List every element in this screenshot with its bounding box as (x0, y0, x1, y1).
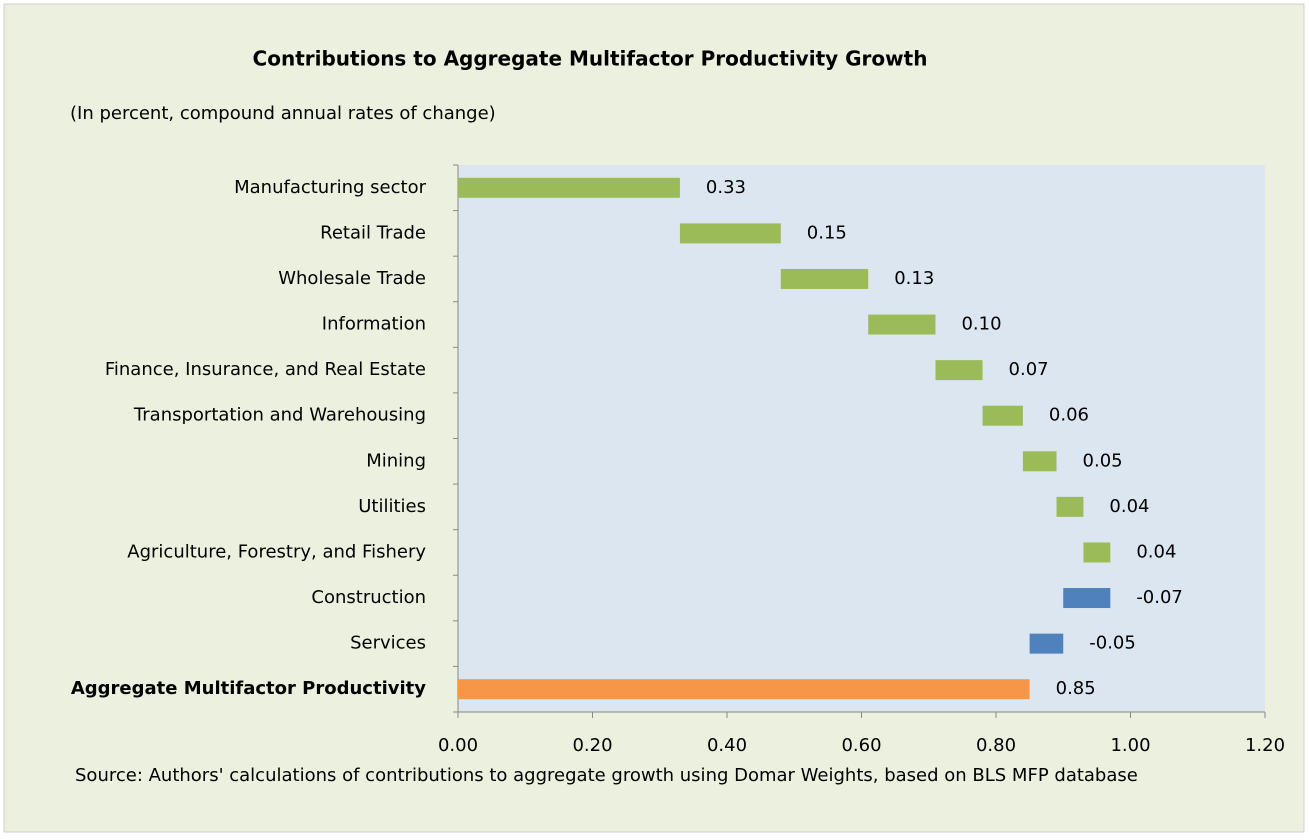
data-label: 0.07 (1009, 359, 1049, 380)
data-label: 0.13 (894, 268, 934, 289)
y-tick-label: Wholesale Trade (278, 268, 426, 289)
y-tick-label: Construction (311, 587, 426, 608)
data-label: 0.85 (1056, 678, 1096, 699)
x-tick-label: 0.20 (572, 735, 612, 756)
y-tick-label: Transportation and Warehousing (133, 405, 426, 426)
x-tick-label: 0.40 (707, 735, 747, 756)
bar (982, 405, 1023, 426)
subtitle: (In percent, compound annual rates of ch… (70, 103, 496, 124)
y-tick-label: Services (350, 633, 426, 654)
data-label: 0.33 (706, 177, 746, 198)
bar (780, 268, 869, 289)
y-tick-label: Agriculture, Forestry, and Fishery (127, 541, 426, 562)
x-tick-label: 0.00 (438, 735, 478, 756)
source-note: Source: Authors' calculations of contrib… (75, 765, 1138, 786)
chart-title: Contributions to Aggregate Multifactor P… (253, 47, 928, 71)
x-tick-label: 1.20 (1245, 735, 1285, 756)
bar (458, 177, 680, 198)
y-tick-label: Information (322, 314, 426, 335)
bar (1029, 633, 1064, 654)
bar (679, 223, 781, 244)
y-tick-label: Aggregate Multifactor Productivity (71, 678, 426, 699)
bar (1063, 588, 1111, 609)
y-tick-label: Retail Trade (320, 222, 426, 243)
y-tick-label: Finance, Insurance, and Real Estate (105, 359, 426, 380)
data-label: 0.04 (1136, 541, 1176, 562)
y-tick-label: Mining (366, 450, 426, 471)
x-tick-label: 0.60 (841, 735, 881, 756)
data-label: -0.07 (1136, 587, 1183, 608)
data-label: -0.05 (1089, 633, 1136, 654)
total-bar (458, 679, 1030, 700)
bar (1022, 451, 1057, 472)
data-label: 0.10 (961, 314, 1001, 335)
x-tick-label: 0.80 (976, 735, 1016, 756)
data-label: 0.05 (1083, 450, 1123, 471)
data-label: 0.15 (807, 222, 847, 243)
bar (1083, 542, 1111, 563)
data-label: 0.04 (1109, 496, 1149, 517)
plot-area (458, 165, 1265, 712)
y-tick-label: Utilities (358, 496, 426, 517)
data-label: 0.06 (1049, 405, 1089, 426)
x-tick-label: 1.00 (1110, 735, 1150, 756)
bar (868, 314, 936, 335)
bar (1056, 496, 1084, 517)
y-tick-label: Manufacturing sector (234, 177, 426, 198)
bar (935, 360, 983, 381)
